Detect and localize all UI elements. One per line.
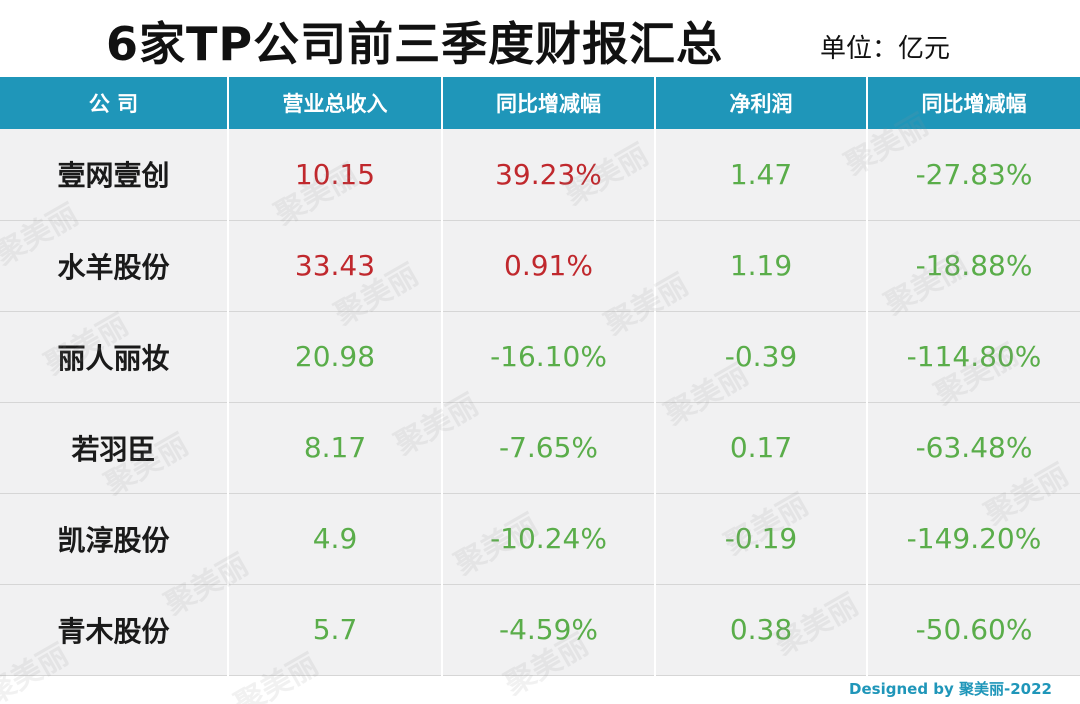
net-profit-cell: 1.19 [655,220,868,312]
revenue-cell: 20.98 [228,311,443,403]
designer-credit: Designed by 聚美丽-2022 [849,680,1052,698]
revenue-yoy-cell: 39.23% [442,129,656,221]
revenue-cell: 33.43 [228,220,443,312]
title-bar: 6家TP公司前三季度财报汇总 单位：亿元 [0,0,1080,76]
profit-yoy-cell: -27.83% [867,129,1080,221]
revenue-cell: 4.9 [228,493,443,585]
revenue-yoy-cell: -4.59% [442,584,656,676]
revenue-cell: 10.15 [228,129,443,221]
header-row: 公 司 营业总收入 同比增减幅 净利润 同比增减幅 [0,77,1080,129]
revenue-yoy-cell: 0.91% [442,220,656,312]
revenue-cell: 8.17 [228,402,443,494]
profit-yoy-cell: -18.88% [867,220,1080,312]
company-cell: 壹网壹创 [0,129,229,221]
company-cell: 若羽臣 [0,402,229,494]
header-revenue-yoy: 同比增减幅 [442,77,656,129]
table-body: 壹网壹创 10.15 39.23% 1.47 -27.83% 水羊股份 33.43 0.91%… [0,129,1080,676]
profit-yoy-cell: -63.48% [867,402,1080,494]
table-row: 壹网壹创 10.15 39.23% 1.47 -27.83% [0,129,1080,221]
table-row: 凯淳股份 4.9 -10.24% -0.19 -149.20% [0,493,1080,585]
company-cell: 凯淳股份 [0,493,229,585]
profit-yoy-cell: -114.80% [867,311,1080,403]
revenue-yoy-cell: -10.24% [442,493,656,585]
header-profit-yoy: 同比增减幅 [867,77,1080,129]
header-revenue: 营业总收入 [228,77,443,129]
net-profit-cell: 1.47 [655,129,868,221]
financial-summary-table: 公 司 营业总收入 同比增减幅 净利润 同比增减幅 壹网壹创 10.15 39.23… [0,77,1080,676]
table-row: 若羽臣 8.17 -7.65% 0.17 -63.48% [0,402,1080,494]
profit-yoy-cell: -149.20% [867,493,1080,585]
header-company: 公 司 [0,77,229,129]
company-cell: 丽人丽妆 [0,311,229,403]
table-row: 青木股份 5.7 -4.59% 0.38 -50.60% [0,584,1080,676]
revenue-yoy-cell: -7.65% [442,402,656,494]
unit-label: 单位：亿元 [820,34,951,64]
company-cell: 青木股份 [0,584,229,676]
header-net-profit: 净利润 [655,77,868,129]
net-profit-cell: 0.17 [655,402,868,494]
net-profit-cell: -0.39 [655,311,868,403]
revenue-yoy-cell: -16.10% [442,311,656,403]
revenue-cell: 5.7 [228,584,443,676]
net-profit-cell: 0.38 [655,584,868,676]
table-row: 水羊股份 33.43 0.91% 1.19 -18.88% [0,220,1080,312]
company-cell: 水羊股份 [0,220,229,312]
net-profit-cell: -0.19 [655,493,868,585]
profit-yoy-cell: -50.60% [867,584,1080,676]
report-title: 6家TP公司前三季度财报汇总 [106,17,724,71]
table-row: 丽人丽妆 20.98 -16.10% -0.39 -114.80% [0,311,1080,403]
